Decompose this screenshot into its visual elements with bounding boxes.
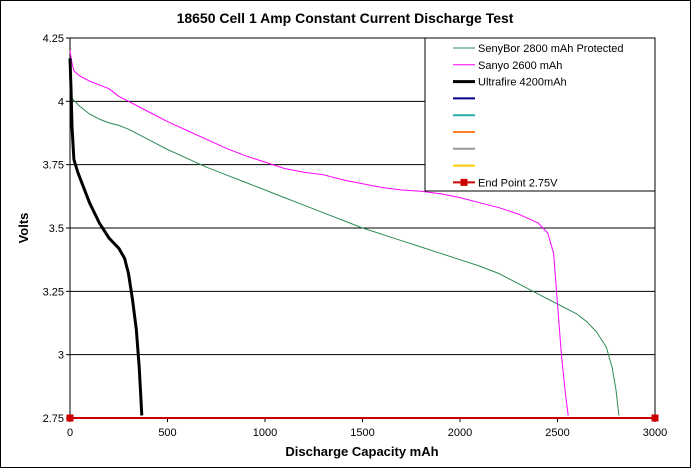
x-tick-label: 1500 [350, 427, 374, 439]
legend: SenyBor 2800 mAh Protected Sanyo 2600 mAh… [424, 37, 656, 192]
legend-marker [460, 178, 468, 186]
y-tick-label: 3.25 [43, 286, 64, 298]
legend-label: SenyBor 2800 mAh Protected [478, 43, 624, 55]
x-tick-label: 2500 [545, 427, 569, 439]
end-point-marker [66, 414, 74, 422]
y-tick-label: 3.75 [43, 160, 64, 172]
legend-label: Sanyo 2600 mAh [478, 60, 562, 72]
series-line-senybor-2800-mah-protected [69, 95, 620, 416]
series-line-sanyo-2600-mah [69, 50, 569, 416]
x-tick-label: 1000 [253, 427, 277, 439]
legend-label: Ultrafire 4200mAh [478, 77, 567, 89]
y-tick-label: 3 [58, 350, 64, 362]
y-axis-title: Volts [16, 213, 31, 244]
legend-label: End Point 2.75V [478, 177, 558, 189]
y-tick-label: 4 [58, 96, 64, 108]
end-point-marker [651, 414, 659, 422]
series-lines [66, 50, 659, 422]
x-tick-label: 2000 [448, 427, 472, 439]
chart-title: 18650 Cell 1 Amp Constant Current Discha… [177, 10, 514, 26]
y-tick-label: 2.75 [43, 413, 64, 425]
series-line-ultrafire-4200mah [68, 58, 144, 416]
y-tick-label: 4.25 [43, 33, 64, 45]
y-tick-label: 3.5 [49, 223, 64, 235]
x-tick-label: 3000 [643, 427, 667, 439]
x-axis-title: Discharge Capacity mAh [285, 444, 438, 459]
x-tick-label: 500 [158, 427, 176, 439]
x-tick-label: 0 [67, 427, 73, 439]
